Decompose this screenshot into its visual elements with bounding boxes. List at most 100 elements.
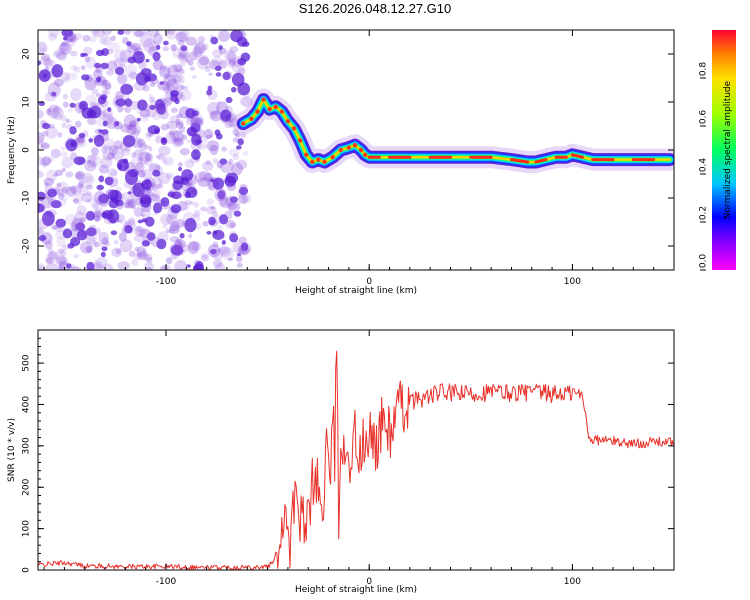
noise-blob: [126, 41, 136, 49]
noise-blob: [48, 248, 54, 254]
noise-blob: [48, 30, 60, 38]
noise-blob: [224, 119, 235, 128]
noise-blob: [156, 98, 163, 104]
snr-ytick-label: 300: [22, 437, 32, 454]
spectrogram-ylabel: Frequency (Hz): [7, 116, 17, 184]
noise-blob: [84, 246, 92, 253]
noise-blob: [134, 246, 140, 252]
noise-blob: [210, 206, 216, 210]
colorbar: 0.0 0.2 0.4 0.6 0.8 Normalized spectral ampl…: [699, 30, 736, 271]
noise-blob: [131, 205, 136, 210]
noise-blob: [38, 138, 45, 150]
snr-xtick-label: 100: [564, 577, 581, 587]
noise-blob: [113, 121, 119, 128]
noise-blob: [135, 180, 142, 185]
noise-blob: [103, 90, 111, 96]
noise-blob: [38, 234, 47, 242]
noise-blob: [237, 58, 247, 66]
noise-blob: [234, 132, 241, 138]
noise-blob: [144, 144, 150, 150]
noise-blob: [111, 196, 118, 202]
noise-blob: [102, 146, 115, 161]
noise-blob: [128, 217, 136, 226]
trace-hotspot: [352, 143, 358, 148]
noise-blob: [113, 121, 123, 130]
noise-blob: [65, 186, 77, 197]
noise-blob: [124, 30, 131, 35]
noise-blob: [43, 58, 54, 67]
noise-blob: [133, 125, 142, 135]
noise-blob: [121, 36, 129, 45]
trace-hotspot: [304, 152, 309, 157]
noise-blob: [132, 50, 145, 64]
noise-blob: [131, 152, 137, 158]
noise-blob: [209, 205, 214, 210]
noise-blob: [125, 142, 132, 149]
noise-blob: [56, 181, 70, 197]
noise-blob: [212, 249, 224, 261]
noise-blob: [64, 214, 76, 225]
noise-blob: [212, 230, 218, 235]
noise-blob: [152, 111, 161, 121]
noise-blob: [166, 78, 179, 93]
noise-blob: [111, 145, 125, 161]
noise-blob: [52, 50, 62, 58]
noise-blob: [73, 211, 87, 224]
noise-blob: [93, 102, 104, 111]
noise-blob: [227, 200, 241, 213]
noise-blob: [133, 207, 144, 217]
noise-blob: [55, 256, 69, 267]
noise-blob: [219, 158, 228, 165]
noise-blob: [141, 104, 152, 112]
noise-blob: [186, 126, 198, 137]
noise-blob: [92, 104, 99, 110]
noise-blob: [240, 132, 247, 138]
noise-blob: [95, 257, 108, 269]
noise-blob: [50, 148, 61, 159]
noise-blob: [199, 135, 208, 144]
noise-blob: [165, 257, 173, 265]
noise-blob: [89, 102, 100, 111]
colorbar-gradient: [712, 30, 736, 270]
noise-blob: [45, 126, 58, 139]
noise-blob: [197, 36, 206, 44]
trace-hotspot: [322, 159, 327, 165]
noise-blob: [175, 64, 183, 73]
noise-blob: [89, 224, 97, 232]
colorbar-tick-label: 0.0: [699, 254, 709, 269]
noise-blob: [108, 145, 118, 156]
noise-blob: [38, 132, 45, 144]
noise-blob: [48, 123, 55, 129]
noise-blob: [217, 247, 223, 252]
trace-hotspot: [279, 109, 285, 114]
noise-blob: [113, 140, 123, 150]
noise-blob: [169, 95, 179, 102]
noise-blob: [60, 41, 67, 48]
noise-blob: [194, 171, 207, 183]
noise-blob: [179, 89, 192, 101]
noise-blob: [61, 186, 68, 194]
noise-blob: [217, 190, 226, 200]
noise-blob: [176, 113, 183, 119]
noise-blob: [86, 261, 92, 267]
noise-blob: [47, 104, 61, 119]
noise-blob: [124, 144, 131, 153]
noise-blob: [99, 199, 109, 208]
noise-blob: [162, 159, 168, 165]
noise-blob: [203, 172, 213, 183]
noise-blob: [138, 156, 143, 162]
noise-blob: [120, 192, 131, 202]
noise-blob: [94, 227, 102, 235]
noise-blob: [133, 252, 143, 261]
noise-blob: [101, 79, 111, 90]
noise-blob: [102, 263, 113, 270]
noise-blob: [74, 137, 82, 143]
noise-blob: [193, 209, 201, 218]
noise-blob: [139, 151, 151, 163]
noise-blob: [102, 37, 108, 45]
noise-blob: [169, 235, 179, 243]
noise-blob: [45, 169, 58, 182]
noise-blob: [64, 31, 77, 42]
noise-blob: [77, 136, 85, 143]
noise-blob: [223, 71, 233, 80]
